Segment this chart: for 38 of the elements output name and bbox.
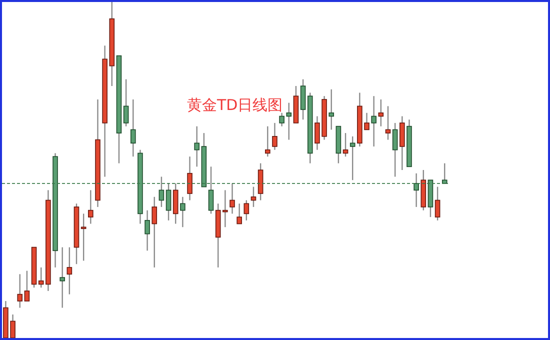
candlestick	[166, 182, 172, 221]
candlestick	[152, 196, 158, 268]
candlestick	[371, 95, 376, 148]
candlestick	[208, 166, 214, 214]
text: 黄金TD日线图	[187, 96, 283, 115]
candlestick	[244, 200, 250, 221]
candlestick	[400, 116, 405, 171]
candlestick	[236, 203, 242, 224]
candlestick	[392, 122, 398, 178]
candlestick	[123, 78, 129, 127]
candlestick	[258, 162, 264, 201]
candlestick	[250, 186, 256, 208]
candlestick	[24, 270, 30, 302]
candlestick	[328, 88, 334, 130]
candlestick	[300, 78, 306, 120]
candlestick	[60, 246, 65, 308]
candlestick	[434, 186, 440, 221]
candlestick	[222, 190, 228, 228]
candlestick	[230, 182, 235, 214]
candlestick	[172, 182, 178, 224]
candlestick	[350, 136, 356, 181]
candlestick	[194, 126, 200, 168]
candlestick	[158, 176, 164, 208]
candlestick	[264, 126, 270, 158]
candlestick	[385, 106, 391, 140]
candlestick	[378, 98, 384, 127]
candlestick	[414, 172, 419, 208]
candlestick	[342, 132, 348, 158]
candlestick	[130, 98, 136, 158]
candlestick	[88, 190, 94, 224]
candlestick	[17, 274, 23, 308]
candlestick	[66, 246, 72, 295]
candlestick	[272, 122, 278, 150]
candlestick	[187, 156, 192, 201]
candlestick	[144, 210, 150, 252]
candlestick	[442, 162, 448, 184]
candlestick	[80, 213, 86, 262]
candlestick	[180, 196, 186, 228]
